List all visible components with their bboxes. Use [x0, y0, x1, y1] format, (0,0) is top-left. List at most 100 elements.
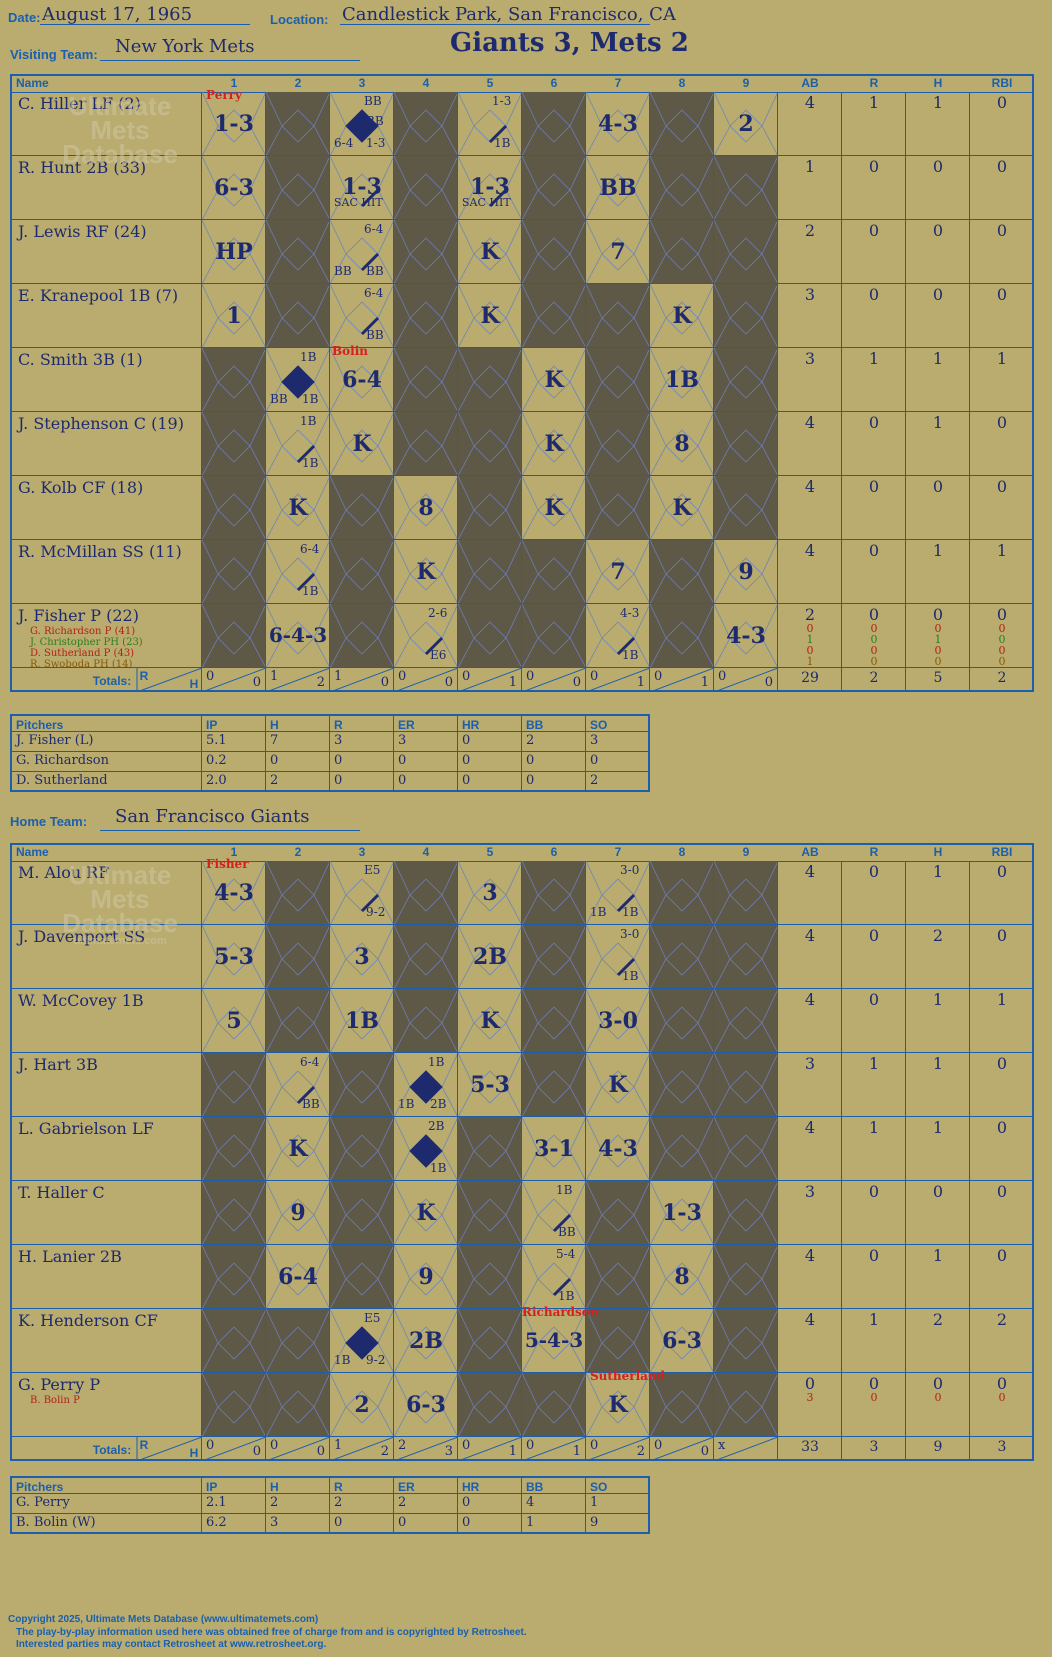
stat-cell: [906, 1245, 970, 1309]
batter-stat-ab: 2: [804, 605, 816, 624]
batter-stat-r: 0: [868, 285, 880, 304]
location-underline: [340, 24, 650, 25]
batter-stat-h: 1: [932, 93, 944, 112]
team-total-rbi: 2: [997, 670, 1007, 686]
pitcher-stat: 4: [522, 1494, 586, 1514]
batter-stat-rbi: 1: [996, 349, 1008, 368]
batter-name: T. Haller C: [18, 1183, 105, 1202]
inning-total-slash: [394, 1437, 457, 1461]
play-notation: 4-3: [598, 111, 638, 137]
inning-hits: 0: [316, 1444, 325, 1459]
team-total-r: 2: [869, 670, 879, 686]
play-notation: 1B: [345, 1008, 379, 1034]
play-notation: 2: [738, 111, 754, 137]
inning-cell: [650, 925, 714, 989]
inning-cell: [202, 1181, 266, 1245]
inning-header-1: 1: [230, 845, 238, 859]
base-diamond: [266, 925, 329, 988]
stat-cell: [906, 348, 970, 412]
play-notation: 2: [354, 1392, 370, 1418]
inning-cell: 1-3 SAC HIT: [330, 156, 394, 220]
pitcher-stat: 0: [394, 1514, 458, 1534]
base-diamond: [202, 1181, 265, 1244]
batter-stat-ab: 2: [804, 221, 816, 240]
base-diamond: [650, 1053, 713, 1116]
inning-cell: 6-4: [266, 1245, 330, 1309]
inning-runs: 2: [398, 1438, 407, 1453]
team-total-cell: [970, 1437, 1034, 1461]
batter-name-cell: [12, 925, 202, 989]
base-diamond: [650, 1309, 713, 1372]
batter-stat-r: 0: [868, 605, 880, 624]
inning-header-1: 1: [230, 76, 238, 90]
play-detail: E6: [430, 648, 447, 662]
batter-stat-rbi: 0: [996, 1118, 1008, 1137]
stat-cell: [842, 412, 906, 476]
base-diamond: [586, 156, 649, 219]
stat-cell: [778, 220, 842, 284]
base-diamond: [202, 348, 265, 411]
play-detail: BB: [270, 392, 288, 406]
play-detail: SAC HIT: [462, 196, 511, 209]
substitute-stat: 0: [934, 1391, 942, 1404]
inning-cell: 3-0 1B 1B: [586, 861, 650, 925]
batter-name-cell: [12, 861, 202, 925]
inning-total-cell: x: [714, 1437, 778, 1461]
base-diamond: [394, 476, 457, 539]
inning-cell: [714, 1117, 778, 1181]
stat-cell: [970, 220, 1034, 284]
base-diamond: [714, 156, 777, 219]
inning-cell: 4-3: [586, 92, 650, 156]
inning-cell: [266, 156, 330, 220]
base-diamond: [330, 1053, 393, 1116]
batter-stat-rbi: 0: [996, 477, 1008, 496]
inning-cell: [394, 92, 458, 156]
basepath-line: [488, 124, 508, 144]
base-diamond: [202, 861, 265, 924]
base-diamond: [202, 156, 265, 219]
base-diamond: [714, 284, 777, 347]
inning-cell: [266, 1373, 330, 1437]
inning-total-slash: [586, 1437, 649, 1461]
pitching-header-cell: Pitchers: [12, 716, 202, 732]
inning-hits: 3: [444, 1444, 453, 1459]
base-diamond: [714, 540, 777, 603]
totals-label-cell: [12, 668, 202, 692]
play-detail: 2B: [428, 1119, 445, 1133]
pitcher-stat: 0: [586, 752, 650, 772]
team-total-ab: 29: [801, 670, 819, 686]
base-diamond: [394, 604, 457, 667]
inning-cell: 1B BB: [522, 1181, 586, 1245]
stat-cell: [778, 156, 842, 220]
inning-cell: K: [522, 412, 586, 476]
inning-cell: [714, 989, 778, 1053]
inning-cell: [266, 284, 330, 348]
play-detail: 1-3: [366, 136, 386, 150]
stat-cell: [906, 1373, 970, 1437]
play-notation: K: [544, 367, 564, 393]
base-diamond: [266, 412, 329, 475]
team-total-cell: [906, 668, 970, 692]
play-detail: 1B: [300, 414, 317, 428]
base-diamond: [522, 1245, 585, 1308]
inning-hits: 1: [700, 675, 709, 690]
play-detail: 1B: [334, 1353, 351, 1367]
inning-cell: K: [586, 1373, 650, 1437]
pitcher-stat: 0: [394, 772, 458, 792]
inning-cell: 8: [394, 476, 458, 540]
batter-stat-r: 0: [868, 990, 880, 1009]
play-notation: K: [416, 559, 436, 585]
batter-stat-h: 1: [932, 1054, 944, 1073]
batter-name: L. Gabrielson LF: [18, 1119, 154, 1138]
inning-cell: K: [522, 348, 586, 412]
base-diamond: [586, 861, 649, 924]
pitcher-stat: 0: [330, 752, 394, 772]
team-total-ab: 33: [801, 1439, 819, 1455]
batter-stat-r: 0: [868, 1246, 880, 1265]
play-notation: 1-3: [470, 174, 510, 200]
inning-cell: [650, 861, 714, 925]
inning-cell: 5-4-3: [522, 1309, 586, 1373]
inning-total-slash: [202, 668, 265, 692]
play-detail: E5: [364, 1311, 381, 1325]
